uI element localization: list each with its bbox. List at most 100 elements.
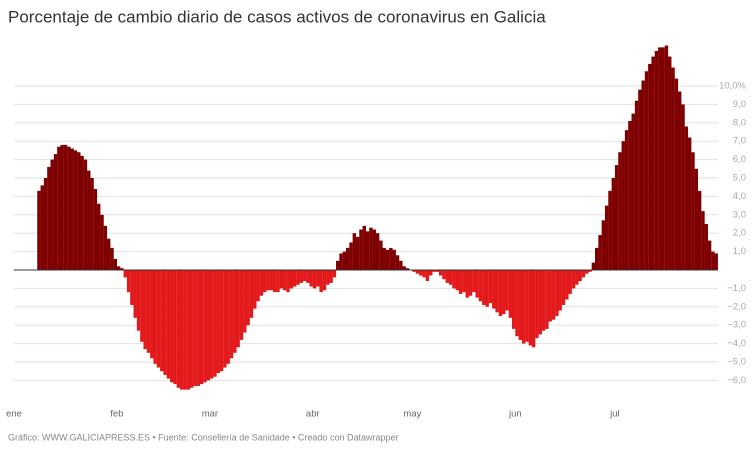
- bar: [658, 47, 662, 270]
- bar: [289, 270, 293, 289]
- bar: [47, 166, 51, 270]
- x-tick-label: mar: [202, 409, 218, 420]
- bar: [346, 247, 350, 270]
- bar: [226, 270, 230, 364]
- bar: [352, 233, 357, 270]
- bar: [110, 247, 114, 270]
- bar: [671, 67, 675, 270]
- bar: [624, 130, 629, 270]
- x-tick-label: abr: [306, 409, 320, 420]
- bar: [97, 203, 101, 270]
- bar: [206, 270, 210, 381]
- y-tick-label: −6,0: [727, 375, 746, 386]
- bar: [661, 47, 665, 270]
- bar: [229, 270, 234, 359]
- bar: [57, 146, 61, 270]
- bar: [618, 152, 622, 270]
- bar: [498, 270, 503, 316]
- bar: [614, 165, 619, 270]
- bar: [525, 270, 529, 342]
- bar: [359, 229, 363, 270]
- bar: [375, 233, 380, 270]
- bar: [272, 270, 277, 293]
- bar: [140, 270, 144, 342]
- bar: [535, 270, 539, 339]
- bar: [412, 270, 416, 272]
- bar: [538, 270, 542, 335]
- bar: [120, 268, 124, 270]
- bar: [505, 270, 509, 311]
- y-tick-label: −2,0: [727, 301, 746, 312]
- bar: [249, 270, 254, 318]
- bar: [196, 270, 201, 386]
- bar: [219, 270, 224, 372]
- bar: [176, 270, 181, 388]
- bar: [243, 270, 247, 333]
- y-tick-label: 1,0: [733, 246, 746, 257]
- bar: [648, 63, 652, 270]
- bar: [425, 270, 430, 282]
- bar: [276, 270, 280, 293]
- bar: [70, 148, 74, 270]
- bar: [458, 270, 463, 294]
- bar: [163, 270, 167, 375]
- bar: [209, 270, 214, 379]
- bar: [269, 270, 274, 291]
- bar: [485, 270, 489, 307]
- bar: [478, 270, 483, 302]
- bar: [691, 152, 695, 270]
- bar: [681, 104, 685, 271]
- bar: [531, 270, 536, 348]
- bar: [707, 240, 712, 270]
- bar: [67, 146, 71, 270]
- bar: [279, 270, 284, 289]
- bar: [83, 159, 88, 270]
- bar: [90, 178, 94, 270]
- bar: [694, 168, 699, 270]
- bar: [236, 270, 240, 348]
- bar: [50, 159, 54, 270]
- bar: [253, 270, 257, 309]
- bar: [502, 270, 506, 315]
- bar: [193, 270, 197, 386]
- bar: [150, 270, 154, 359]
- bar: [515, 270, 519, 337]
- y-tick-label: −4,0: [727, 338, 746, 349]
- bar: [355, 236, 360, 270]
- y-tick-label: 4,0: [733, 191, 746, 202]
- x-tick-label: jun: [508, 409, 522, 420]
- bar: [465, 270, 469, 298]
- bar: [445, 270, 450, 283]
- bar: [488, 270, 493, 304]
- bar: [555, 270, 559, 316]
- bar: [100, 214, 104, 270]
- bar: [684, 126, 689, 270]
- bar: [173, 270, 177, 385]
- bar: [634, 100, 639, 270]
- bar: [432, 270, 436, 272]
- bar: [292, 270, 297, 287]
- bar: [43, 178, 48, 270]
- bar: [468, 270, 473, 296]
- bar: [561, 270, 566, 305]
- bar: [644, 71, 649, 270]
- y-tick-label: 10,0%: [719, 81, 746, 92]
- x-tick-label: jul: [609, 409, 620, 420]
- bar: [711, 251, 715, 270]
- bar: [130, 270, 134, 305]
- bar: [306, 270, 310, 283]
- bar: [585, 270, 589, 274]
- bar: [286, 270, 290, 293]
- bar: [621, 141, 625, 270]
- x-tick-label: feb: [110, 409, 123, 420]
- bar: [422, 270, 426, 278]
- bar: [402, 266, 406, 270]
- bar: [263, 270, 267, 293]
- bar: [704, 224, 708, 270]
- bar: [508, 270, 513, 318]
- y-tick-label: 5,0: [733, 173, 746, 184]
- bar: [495, 270, 499, 313]
- bar: [598, 235, 602, 270]
- bar: [575, 270, 579, 285]
- bar: [342, 251, 347, 270]
